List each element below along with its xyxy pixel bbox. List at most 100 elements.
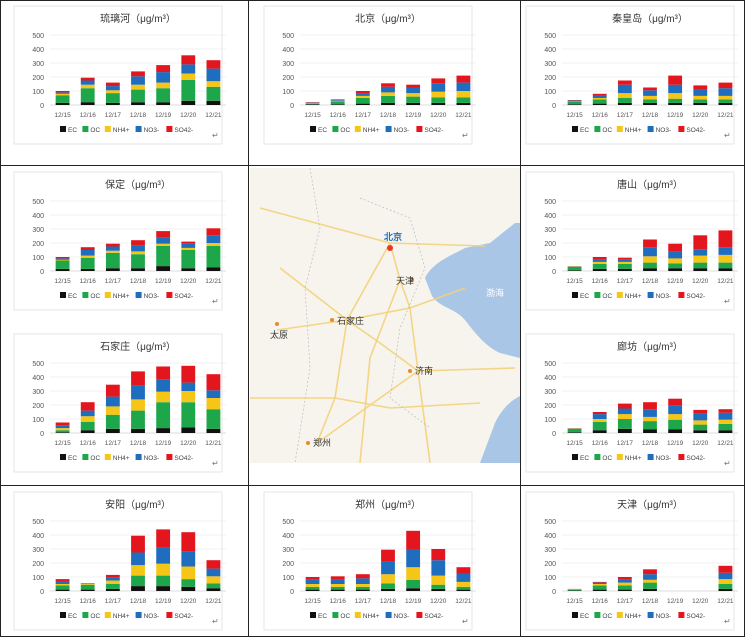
legend-label: OC [602, 293, 612, 300]
x-tick-label: 12/16 [330, 598, 347, 605]
bar-segment-no3 [105, 246, 120, 251]
chart-svg: 琉璃河（μg/m³） 0 100 200 300 400 500 12/15 12/16 12/1… [13, 5, 226, 145]
x-tick-label: 12/17 [617, 112, 634, 119]
bar-segment-ec [181, 427, 196, 433]
bar-segment-no3 [206, 390, 221, 398]
bar-segment-ec [668, 429, 683, 433]
bar-segment-ec [131, 102, 145, 105]
map-marker-taiyuan [275, 322, 279, 326]
x-tick-label: 12/19 [155, 278, 172, 285]
chart-svg: 石家庄（μg/m³） 0 100 200 300 400 500 12/15 12/16 12/1… [13, 333, 226, 473]
bar-segment-ec [181, 586, 196, 591]
bar-segment-ec [718, 588, 733, 591]
legend-swatch [332, 612, 339, 618]
bar-segment-no3 [617, 579, 632, 583]
bar-segment-nh4 [643, 416, 657, 422]
legend-swatch [647, 126, 654, 132]
bar-segment-ec [206, 588, 221, 591]
bar-segment-so42 [643, 402, 657, 410]
bar-segment-nh4 [55, 428, 70, 431]
bar-segment-nh4 [617, 582, 632, 586]
bar-segment-no3 [80, 250, 95, 256]
legend-swatch [104, 126, 111, 132]
bar-segment-no3 [406, 87, 421, 94]
legend-label: NH4+ [113, 127, 130, 134]
bar-segment-nh4 [131, 399, 145, 411]
legend-swatch [135, 292, 142, 298]
x-tick-label: 12/19 [667, 112, 684, 119]
return-mark: ↵ [724, 297, 731, 306]
y-tick-label: 300 [282, 547, 294, 554]
bar-segment-oc [643, 99, 657, 103]
bar-segment-no3 [105, 396, 120, 407]
bar-segment-oc [668, 419, 683, 430]
bar-segment-so42 [355, 574, 370, 579]
bar-segment-no3 [668, 251, 683, 259]
y-tick-label: 0 [290, 103, 294, 110]
bar-segment-oc [105, 93, 120, 103]
bar-segment-oc [55, 430, 70, 433]
bar-segment-nh4 [131, 565, 145, 576]
x-tick-label: 12/16 [592, 112, 609, 119]
bar-segment-nh4 [617, 261, 632, 264]
legend-label: NO3- [656, 613, 672, 620]
bar-segment-so42 [206, 374, 221, 391]
bar-segment-no3 [456, 82, 471, 91]
bar-segment-ec [643, 268, 657, 271]
bar-segment-no3 [156, 379, 171, 392]
bar-segment-oc [206, 245, 221, 268]
bar-segment-oc [355, 98, 370, 104]
bar-segment-no3 [693, 249, 708, 256]
bar-segment-ec [55, 268, 70, 271]
x-tick-label: 12/21 [455, 598, 472, 605]
bar-segment-oc [80, 88, 95, 103]
bar-segment-oc [105, 414, 120, 429]
bar-segment-no3 [181, 551, 196, 567]
bar-segment-nh4 [592, 584, 607, 586]
bar-segment-no3 [693, 89, 708, 96]
bar-segment-oc [105, 252, 120, 269]
bar-segment-nh4 [693, 420, 708, 425]
y-tick-label: 200 [544, 561, 556, 568]
bar-segment-oc [381, 583, 395, 589]
chart-frame [263, 5, 473, 145]
bar-segment-so42 [305, 577, 320, 580]
bar-segment-no3 [305, 102, 320, 104]
bar-segment-so42 [693, 409, 708, 414]
x-tick-label: 12/16 [330, 112, 347, 119]
bar-segment-oc [355, 586, 370, 590]
x-tick-label: 12/21 [205, 598, 222, 605]
bar-segment-so42 [718, 82, 733, 89]
x-tick-label: 12/17 [617, 278, 634, 285]
bar-segment-no3 [718, 247, 733, 255]
legend-swatch [310, 612, 316, 618]
bar-segment-nh4 [668, 93, 683, 99]
bar-segment-no3 [55, 92, 70, 94]
legend-label: EC [68, 613, 77, 620]
x-tick-label: 12/20 [692, 278, 709, 285]
legend-label: NH4+ [113, 613, 130, 620]
bar-segment-so42 [55, 257, 70, 259]
bar-segment-no3 [330, 579, 345, 584]
bar-segment-oc [406, 579, 421, 589]
bar-segment-so42 [381, 83, 395, 87]
table-divider-col1 [248, 0, 249, 637]
bar-segment-nh4 [181, 391, 196, 403]
bar-segment-nh4 [355, 95, 370, 98]
legend-label: EC [68, 127, 77, 134]
bar-segment-ec [80, 589, 95, 591]
chart-title: 琉璃河（μg/m³） [100, 12, 176, 25]
bar-segment-nh4 [206, 243, 221, 246]
return-mark: ↵ [212, 297, 219, 306]
y-tick-label: 300 [282, 61, 294, 68]
chart-svg: 秦皇岛（μg/m³） 0 100 200 300 400 500 12/15 12/16 12/1… [525, 5, 738, 145]
chart-title: 郑州（μg/m³） [355, 498, 421, 511]
bar-segment-oc [330, 586, 345, 590]
bar-segment-ec [181, 268, 196, 271]
legend-label: SO42- [424, 613, 443, 620]
bar-segment-oc [131, 254, 145, 269]
bar-segment-nh4 [617, 414, 632, 419]
bar-segment-so42 [156, 366, 171, 380]
bar-segment-ec [381, 102, 395, 105]
x-tick-label: 12/15 [54, 112, 71, 119]
